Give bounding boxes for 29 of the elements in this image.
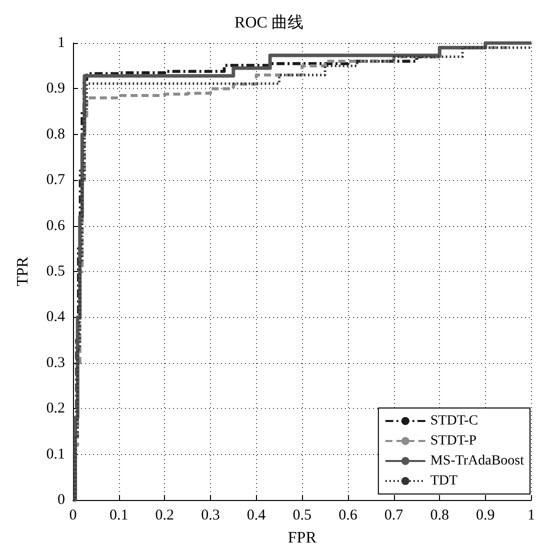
legend-label: STDT-P [430,434,477,448]
y-tick-label: 0.7 [46,172,66,188]
y-tick-label: 0.1 [46,446,65,462]
x-tick-label: 0.4 [246,508,266,524]
legend-label: TDT [430,474,458,488]
legend-label: STDT-C [430,414,478,428]
legend-label: MS-TrAdaBoost [430,454,524,468]
x-tick-label: 0.1 [109,508,128,524]
x-tick-label: 1 [528,508,535,524]
y-tick-label: 1 [58,35,65,51]
x-tick-label: 0.7 [384,508,404,524]
y-tick-label: 0.5 [46,264,65,280]
x-tick-label: 0.3 [201,508,220,524]
x-tick-label: 0.6 [338,508,358,524]
x-tick-label: 0 [69,508,77,524]
chart-title: ROC 曲线 [234,14,304,32]
y-tick-label: 0.6 [46,218,66,234]
y-tick-label: 0.4 [46,309,66,326]
x-axis-title: FPR [288,530,317,546]
x-tick-label: 0.2 [155,508,174,524]
y-tick-label: 0 [58,492,65,508]
x-tick-label: 0.5 [292,508,312,524]
y-tick-label: 0.2 [46,400,65,417]
x-tick-label: 0.8 [430,508,449,524]
y-tick-label: 0.3 [46,354,65,371]
y-tick-label: 0.9 [46,80,65,97]
x-tick-label: 0.9 [476,508,495,524]
y-axis-title: TPR [14,256,32,286]
y-tick-label: 0.8 [46,126,65,142]
